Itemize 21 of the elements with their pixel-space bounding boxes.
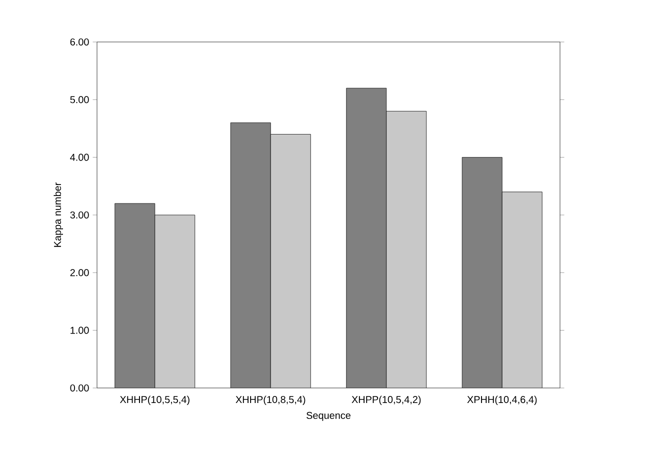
- bar: [270, 134, 311, 388]
- y-tick-label: 4.00: [70, 154, 89, 161]
- bar: [502, 192, 542, 388]
- y-tick-label: 0.00: [70, 384, 89, 392]
- x-tick-label: XHHP(10,5,5,4): [120, 396, 190, 406]
- x-tick-label: XPHH(10,4,6,4): [467, 396, 537, 406]
- bar: [462, 157, 502, 388]
- x-axis-title: Sequence: [306, 412, 350, 421]
- x-tick-label: XHPP(10,5,4,2): [352, 396, 421, 406]
- bar: [154, 214, 196, 388]
- bar: [346, 88, 387, 388]
- bar: [386, 110, 427, 388]
- y-axis-title: Kappa number: [54, 182, 63, 247]
- y-tick-label: 1.00: [70, 326, 89, 334]
- y-tick-label: 6.00: [70, 38, 89, 46]
- y-tick-label: 3.00: [70, 211, 89, 219]
- y-tick-label: 5.00: [70, 96, 89, 104]
- y-tick-label: 2.00: [70, 269, 89, 276]
- bar: [230, 122, 271, 388]
- bar: [114, 203, 156, 388]
- x-tick-label: XHHP(10,8,5,4): [236, 396, 306, 406]
